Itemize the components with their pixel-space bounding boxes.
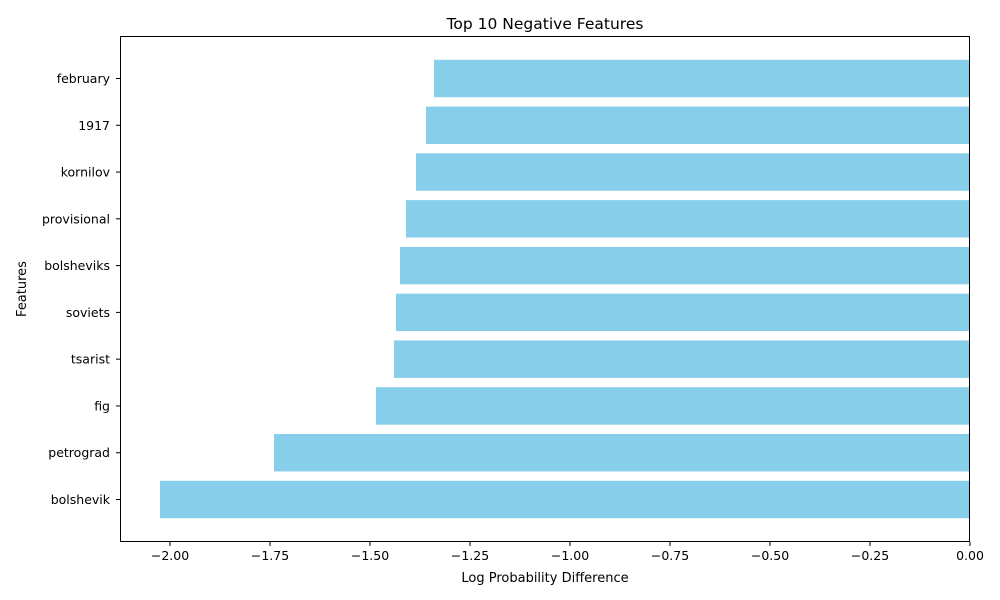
x-axis-label: Log Probability Difference [461, 571, 628, 586]
x-tick-label: −1.00 [551, 548, 589, 563]
bar-february [434, 59, 970, 98]
y-tick-label: bolsheviks [44, 258, 110, 273]
x-axis-ticks: −2.00 −1.75 −1.50 −1.25 −1.00 −0.75 −0.50 −0.25… [151, 542, 984, 563]
x-tick-label: −1.50 [351, 548, 389, 563]
y-tick-label: tsarist [71, 352, 110, 367]
y-tick-label: petrograd [48, 445, 110, 460]
x-tick-label: −0.75 [651, 548, 689, 563]
x-tick-label: −0.25 [851, 548, 889, 563]
x-tick-label: −1.75 [251, 548, 289, 563]
y-axis-ticks: february 1917 kornilov provisional bolshevik… [42, 71, 120, 507]
bar-soviets [396, 293, 970, 332]
bar-petrograd [274, 434, 970, 472]
y-tick-label: fig [94, 398, 110, 413]
y-tick-label: kornilov [61, 165, 111, 180]
bar-provisional [406, 200, 970, 238]
y-tick-label: soviets [66, 305, 110, 320]
bars-group [160, 59, 970, 519]
y-tick-label: 1917 [78, 118, 110, 133]
x-tick-label: −0.50 [751, 548, 789, 563]
y-tick-label: bolshevik [51, 492, 111, 507]
x-tick-label: −1.25 [451, 548, 489, 563]
y-tick-label: february [57, 71, 111, 86]
bar-bolsheviks [400, 246, 970, 285]
bar-tsarist [394, 340, 970, 378]
plot-frame [120, 36, 970, 542]
x-tick-label: −2.00 [151, 548, 189, 563]
bar-1917 [426, 106, 970, 144]
y-axis-label: Features [15, 261, 30, 317]
bar-bolshevik [160, 480, 970, 519]
chart-title: Top 10 Negative Features [446, 15, 644, 33]
bar-fig [376, 387, 970, 425]
x-tick-label: 0.00 [956, 548, 984, 563]
bar-kornilov [416, 153, 970, 191]
y-tick-label: provisional [42, 211, 110, 226]
